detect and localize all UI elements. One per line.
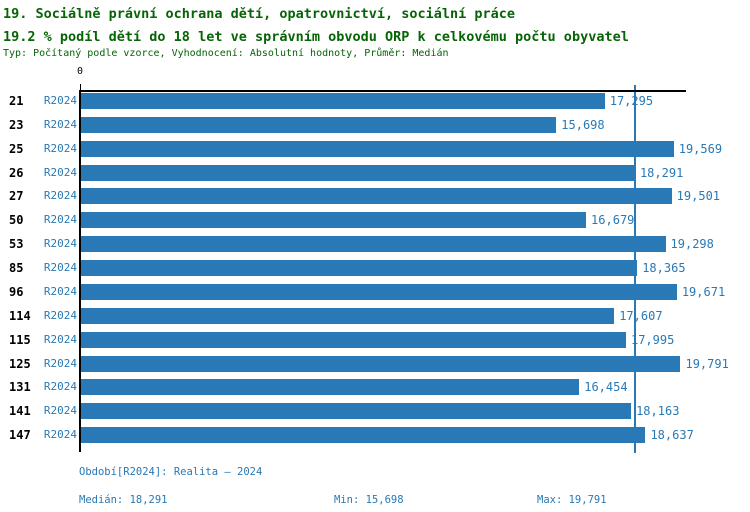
row-series-label: R2024 (43, 261, 77, 275)
row-series-label: R2024 (43, 165, 77, 179)
bar-value-label: 19,569 (678, 141, 723, 156)
row-series-label: R2024 (43, 332, 77, 346)
bar (80, 427, 646, 444)
chart-row: 26 R2024 18,291 (0, 164, 750, 181)
bar-value-label: 18,365 (642, 261, 686, 276)
row-category-label: 23 (9, 117, 24, 132)
row-category-label: 115 (9, 332, 31, 347)
chart-row: 131 R2024 16,454 (0, 379, 750, 396)
chart-row: 27 R2024 19,501 (0, 188, 750, 205)
row-series-label: R2024 (43, 380, 77, 394)
bar (80, 379, 580, 396)
row-category-label: 125 (9, 356, 31, 371)
row-series-label: R2024 (43, 356, 77, 370)
chart-row: 125 R2024 19,791 (0, 355, 750, 372)
row-category-label: 96 (9, 284, 24, 299)
bar (80, 307, 615, 324)
row-series-label: R2024 (43, 94, 77, 107)
indicator-title: 19.2 % podíl dětí do 18 let ve správním … (3, 29, 629, 45)
bar (80, 212, 587, 229)
row-series-label: R2024 (43, 189, 77, 203)
row-series-label: R2024 (43, 428, 77, 442)
footer-max-label: Max: 19,791 (537, 494, 607, 506)
row-category-label: 50 (9, 213, 24, 228)
bar-value-label: 18,291 (639, 165, 684, 180)
chart-row: 21 R2024 17,295 (0, 93, 750, 109)
bar-value-label: 16,454 (584, 380, 628, 395)
chart-row: 50 R2024 16,679 (0, 212, 750, 229)
indicator-subtitle: Typ: Počítaný podle vzorce, Vyhodnocení:… (3, 48, 449, 59)
chart-row: 85 R2024 18,365 (0, 260, 750, 277)
chart-row: 141 R2024 18,163 (0, 403, 750, 420)
row-series-label: R2024 (43, 213, 77, 227)
bar-value-label: 19,671 (681, 284, 726, 299)
row-category-label: 131 (9, 380, 31, 395)
bar (80, 116, 557, 133)
row-series-label: R2024 (43, 284, 77, 298)
row-category-label: 27 (9, 189, 24, 204)
row-category-label: 53 (9, 237, 24, 252)
row-category-label: 21 (9, 94, 24, 108)
row-category-label: 147 (9, 428, 31, 443)
chart-row: 114 R2024 17,607 (0, 307, 750, 324)
bar-value-label: 17,607 (619, 308, 663, 323)
row-series-label: R2024 (43, 237, 77, 251)
row-series-label: R2024 (43, 404, 77, 418)
bar (80, 260, 638, 277)
bar-value-label: 19,501 (676, 189, 721, 204)
chart-row: 25 R2024 19,569 (0, 140, 750, 157)
chart-row: 96 R2024 19,671 (0, 283, 750, 300)
bar-value-label: 17,295 (609, 94, 654, 108)
footer-median-label: Medián: 18,291 (79, 494, 168, 506)
bar (80, 140, 674, 157)
bar (80, 283, 677, 300)
chart-row: 53 R2024 19,298 (0, 236, 750, 253)
page-title: 19. Sociálně právní ochrana dětí, opatro… (3, 6, 516, 22)
bar (80, 164, 635, 181)
bar-value-label: 15,698 (561, 117, 605, 132)
bar-value-label: 16,679 (591, 213, 635, 228)
bar-value-label: 19,791 (685, 356, 729, 371)
chart-row: 147 R2024 18,637 (0, 427, 750, 444)
bar (80, 355, 681, 372)
row-series-label: R2024 (43, 308, 77, 322)
footer-min-label: Min: 15,698 (334, 494, 404, 506)
row-category-label: 85 (9, 261, 24, 276)
bar-value-label: 17,995 (630, 332, 675, 347)
bar (80, 93, 605, 109)
bar-value-label: 19,298 (670, 237, 714, 252)
bar (80, 236, 666, 253)
bar (80, 331, 626, 348)
bar (80, 188, 672, 205)
bar (80, 403, 632, 420)
chart-row: 115 R2024 17,995 (0, 331, 750, 348)
row-series-label: R2024 (43, 117, 77, 131)
row-series-label: R2024 (43, 141, 77, 155)
row-category-label: 25 (9, 141, 24, 156)
chart-row: 23 R2024 15,698 (0, 116, 750, 133)
row-category-label: 141 (9, 404, 31, 419)
footer-period-label: Období[R2024]: Realita – 2024 (79, 466, 263, 478)
x-axis-zero-tick (79, 84, 81, 91)
x-axis-zero-label: 0 (76, 66, 84, 77)
row-category-label: 114 (9, 308, 31, 323)
y-axis-line (79, 90, 81, 452)
x-axis-line (79, 90, 686, 92)
row-category-label: 26 (9, 165, 24, 180)
bar-value-label: 18,163 (636, 404, 680, 419)
bar-value-label: 18,637 (650, 428, 694, 443)
